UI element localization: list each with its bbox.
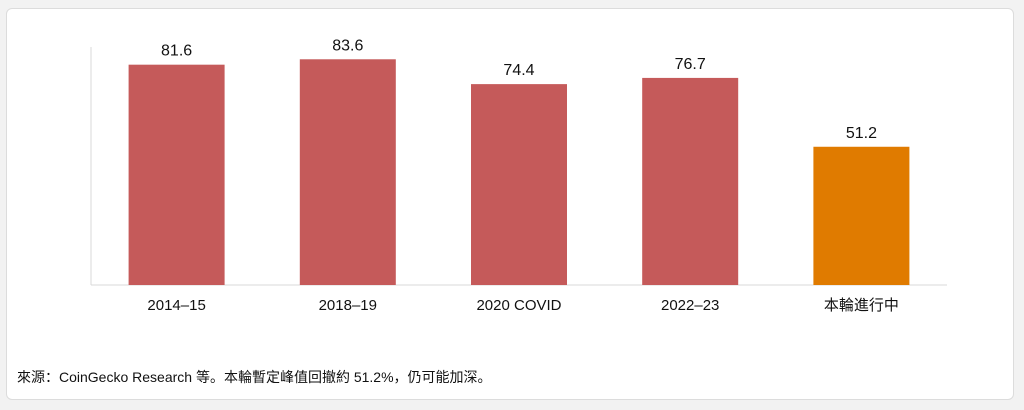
source-note: 來源：CoinGecko Research 等。本輪暫定峰值回撤約 51.2%，… <box>17 369 492 385</box>
x-tick-label-1: 2014–15 <box>147 297 205 314</box>
x-tick-label-3: 2020 COVID <box>476 297 561 314</box>
bar-3 <box>471 84 567 286</box>
data-label-4: 76.7 <box>675 56 706 73</box>
data-label-3: 74.4 <box>503 62 534 79</box>
bar-1 <box>128 64 225 286</box>
x-tick-label-5: 本輪進行中 <box>824 297 899 314</box>
bar-5 <box>813 146 910 285</box>
data-label-5: 51.2 <box>846 125 877 142</box>
x-tick-label-4: 2022–23 <box>661 297 719 314</box>
x-tick-label-2: 2018–19 <box>319 297 377 314</box>
bar-2 <box>299 59 396 285</box>
data-label-2: 83.6 <box>332 37 363 54</box>
data-label-1: 81.6 <box>161 43 192 60</box>
chart-card: 81.6 2014–15 83.6 2018–19 74.4 2020 COVID 76.7… <box>6 8 1014 400</box>
bar-chart: 81.6 2014–15 83.6 2018–19 74.4 2020 COVID 76.7… <box>90 37 947 314</box>
bar-4 <box>642 77 739 285</box>
